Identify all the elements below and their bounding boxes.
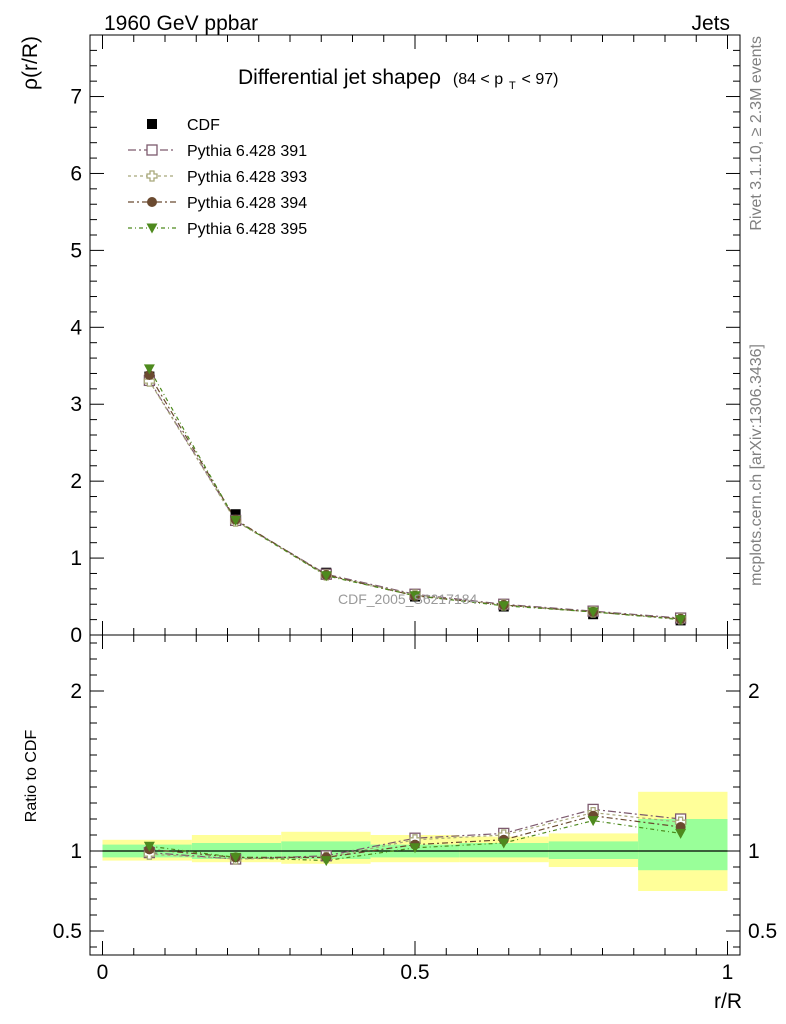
main-series-markers-1 <box>143 374 687 624</box>
main-series-3 <box>148 374 681 620</box>
main-y-tick-label: 2 <box>70 470 82 493</box>
ratio-y-tick-label-right: 1 <box>748 840 760 863</box>
main-series-line <box>148 380 681 620</box>
main-y-tick-label: 0 <box>70 624 82 647</box>
data-point <box>144 370 155 380</box>
ratio-point <box>498 838 510 849</box>
data-point <box>320 571 332 582</box>
data-point <box>143 364 155 375</box>
ratio-y-tick-label-right: 2 <box>748 680 760 703</box>
x-tick-label: 1 <box>722 961 734 984</box>
main-series-line <box>148 374 681 620</box>
title-sub-index: T <box>509 80 516 92</box>
legend-entry: Pythia 6.428 393 <box>128 169 307 186</box>
main-series-line <box>148 368 681 621</box>
main-series-markers-2 <box>143 375 687 625</box>
data-point <box>409 591 421 602</box>
main-plot-panel: 0 1 2 3 4 5 6 7 ρ(r/R) Differential jet shapeρ … <box>19 34 741 647</box>
main-y-tick-label: 6 <box>70 162 82 185</box>
title-sub: (84 < p <box>453 71 503 88</box>
ratio-point <box>587 816 599 827</box>
legend-label: Pythia 6.428 395 <box>187 221 307 238</box>
main-y-tick-label: 1 <box>70 547 82 570</box>
analysis-watermark: CDF_2005_S6217184 <box>338 591 478 607</box>
data-point <box>498 601 510 612</box>
legend: CDF Pythia 6.428 391 Pythia 6.428 393 Pythi… <box>128 117 307 238</box>
ratio-y-tick-label: 2 <box>70 680 82 703</box>
ratio-band-inner <box>548 841 639 859</box>
legend-label: Pythia 6.428 394 <box>187 195 307 212</box>
main-y-tick-label: 3 <box>70 393 82 416</box>
ratio-y-tick-label: 1 <box>70 840 82 863</box>
main-series-2 <box>148 380 681 620</box>
legend-marker <box>146 223 158 234</box>
main-y-tick-label: 4 <box>70 316 82 339</box>
data-point <box>675 615 687 626</box>
ratio-point <box>143 841 155 852</box>
main-y-tick-label: 5 <box>70 239 82 262</box>
main-series-markers-4 <box>143 364 687 626</box>
main-y-tick-label: 7 <box>70 86 82 109</box>
legend-marker <box>147 119 157 129</box>
main-chart-title: Differential jet shapeρ (84 < p T < 97) <box>238 66 558 94</box>
ratio-band-inner <box>459 843 549 858</box>
ratio-point <box>230 852 242 863</box>
main-y-axis-label: ρ(r/R) <box>19 36 42 90</box>
legend-label: Pythia 6.428 391 <box>187 143 307 160</box>
rivet-version-label: Rivet 3.1.10, ≥ 2.3M events <box>748 36 765 231</box>
main-series-markers-3 <box>144 370 686 624</box>
ratio-series-markers-3 <box>143 816 687 867</box>
title-main: Differential jet shapeρ <box>238 66 441 89</box>
legend-entry: Pythia 6.428 391 <box>128 143 307 160</box>
header-right-label: Jets <box>691 12 730 35</box>
title-sub-end: < 97) <box>522 71 559 88</box>
ratio-y-tick-label: 0.5 <box>53 920 82 943</box>
ratio-plot-panel: 0.5 0.5 1 1 2 2 0 0.5 1 Ratio to CDF r/R <box>23 634 777 1013</box>
legend-label: Pythia 6.428 393 <box>187 169 307 186</box>
ratio-point <box>320 856 332 867</box>
legend-marker <box>146 144 158 156</box>
main-series-markers-0 <box>144 371 686 626</box>
data-point <box>230 509 241 520</box>
legend-marker <box>147 197 157 207</box>
ratio-point <box>675 828 687 839</box>
data-point <box>230 515 242 526</box>
data-point <box>587 607 599 618</box>
legend-entry: Pythia 6.428 394 <box>128 195 307 212</box>
legend-entry: CDF <box>147 117 220 134</box>
main-series-line <box>148 380 681 619</box>
ratio-y-axis-label: Ratio to CDF <box>23 730 40 823</box>
x-axis-label: r/R <box>714 990 742 1013</box>
legend-marker <box>146 170 158 182</box>
ratio-point <box>409 843 421 854</box>
legend-label: CDF <box>187 117 220 134</box>
header-left-label: 1960 GeV ppbar <box>104 12 258 35</box>
ratio-y-tick-label-right: 0.5 <box>748 920 777 943</box>
mcplots-label: mcplots.cern.ch [arXiv:1306.3436] <box>748 344 765 586</box>
main-series-4 <box>148 368 681 621</box>
legend-entry: Pythia 6.428 395 <box>128 221 307 238</box>
x-tick-label: 0.5 <box>400 961 429 984</box>
x-tick-label: 0 <box>97 961 109 984</box>
main-series-1 <box>148 380 681 619</box>
